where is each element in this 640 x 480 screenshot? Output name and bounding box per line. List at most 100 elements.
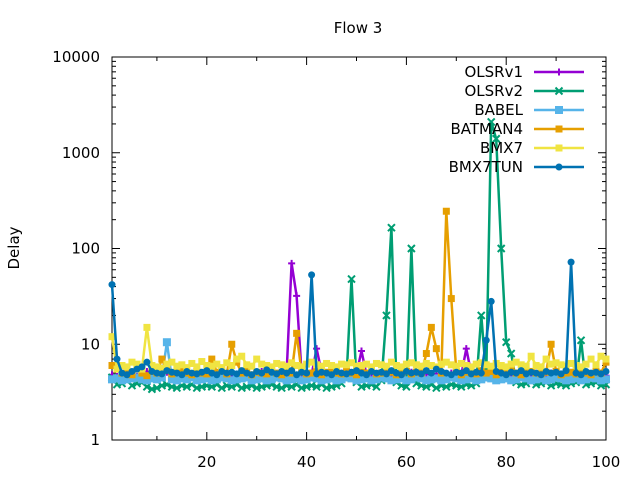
data-point bbox=[467, 363, 475, 371]
data-point bbox=[537, 363, 545, 371]
data-point bbox=[457, 359, 465, 367]
data-point bbox=[502, 363, 510, 371]
data-point bbox=[288, 259, 296, 267]
legend-marker bbox=[555, 163, 563, 171]
data-point bbox=[487, 362, 495, 370]
data-point bbox=[412, 361, 420, 369]
data-point bbox=[427, 323, 435, 331]
data-point bbox=[138, 363, 146, 371]
y-tick-label: 10 bbox=[81, 335, 100, 353]
data-point bbox=[213, 371, 221, 379]
x-tick-label: 80 bbox=[497, 453, 516, 471]
legend-label: BABEL bbox=[474, 101, 523, 119]
data-point bbox=[303, 369, 311, 377]
data-point bbox=[576, 336, 586, 345]
data-point bbox=[442, 358, 450, 366]
data-point bbox=[447, 295, 455, 303]
data-point bbox=[288, 367, 296, 375]
data-point bbox=[587, 355, 595, 363]
data-point bbox=[542, 355, 550, 363]
data-point bbox=[158, 370, 166, 378]
x-tick-label: 60 bbox=[397, 453, 416, 471]
data-point bbox=[372, 359, 380, 367]
data-point bbox=[128, 358, 136, 366]
data-point bbox=[207, 382, 217, 391]
data-point bbox=[407, 359, 415, 367]
data-point bbox=[427, 369, 435, 377]
data-point bbox=[372, 382, 381, 391]
data-point bbox=[143, 372, 151, 380]
data-point bbox=[462, 367, 470, 375]
data-point bbox=[268, 363, 276, 371]
legend-entry: BABEL bbox=[474, 101, 584, 119]
data-point bbox=[323, 359, 331, 367]
y-tick-label: 1 bbox=[90, 431, 100, 449]
data-point bbox=[402, 360, 410, 368]
data-point bbox=[537, 371, 545, 379]
data-point bbox=[492, 134, 501, 143]
legend-marker bbox=[555, 68, 563, 76]
data-point bbox=[118, 361, 126, 369]
data-point bbox=[582, 360, 590, 368]
data-point bbox=[308, 369, 316, 377]
legend-marker bbox=[555, 106, 563, 114]
data-point bbox=[238, 352, 246, 360]
data-point bbox=[362, 371, 370, 379]
data-point bbox=[477, 311, 486, 320]
legend-entry: OLSRv2 bbox=[464, 82, 584, 100]
data-point bbox=[462, 345, 470, 353]
data-point bbox=[477, 359, 485, 367]
data-point bbox=[158, 364, 166, 372]
data-point bbox=[447, 361, 455, 369]
data-point bbox=[293, 292, 301, 300]
data-point bbox=[178, 361, 186, 369]
data-point bbox=[228, 340, 236, 348]
legend-label: BATMAN4 bbox=[450, 120, 523, 138]
data-point bbox=[293, 361, 301, 369]
y-tick-label: 1000 bbox=[62, 144, 100, 162]
data-point bbox=[108, 333, 116, 341]
data-point bbox=[402, 382, 411, 391]
data-point bbox=[288, 359, 296, 367]
data-point bbox=[387, 223, 396, 232]
data-point bbox=[338, 360, 346, 368]
series-bmx7 bbox=[108, 323, 610, 373]
data-point bbox=[497, 361, 505, 369]
data-point bbox=[312, 382, 321, 391]
data-point bbox=[243, 361, 251, 369]
data-point bbox=[577, 367, 585, 375]
data-point bbox=[432, 383, 441, 393]
data-point bbox=[477, 369, 485, 377]
data-point bbox=[328, 371, 336, 379]
x-tick-label: 40 bbox=[297, 453, 316, 471]
data-point bbox=[353, 371, 361, 379]
data-point bbox=[173, 362, 181, 370]
data-point bbox=[407, 244, 416, 253]
data-point bbox=[287, 382, 296, 391]
data-point bbox=[308, 358, 316, 366]
data-point bbox=[308, 271, 316, 279]
data-point bbox=[567, 258, 575, 266]
data-point bbox=[248, 362, 256, 370]
data-point bbox=[123, 363, 131, 371]
data-point bbox=[382, 362, 390, 370]
data-point bbox=[442, 207, 450, 215]
data-point bbox=[527, 352, 535, 360]
data-point bbox=[178, 371, 186, 379]
data-point bbox=[142, 382, 152, 391]
y-axis-label: Delay bbox=[5, 226, 23, 269]
data-point bbox=[328, 361, 336, 369]
series-line bbox=[110, 120, 607, 391]
series-line bbox=[111, 262, 607, 379]
data-point bbox=[198, 358, 206, 366]
chart-title: Flow 3 bbox=[334, 19, 383, 37]
data-point bbox=[273, 359, 281, 367]
data-point bbox=[217, 383, 226, 393]
legend-entry: BMX7TUN bbox=[449, 158, 584, 176]
data-point bbox=[168, 358, 176, 366]
data-point bbox=[318, 362, 326, 370]
data-point bbox=[457, 382, 466, 391]
data-point bbox=[133, 360, 141, 368]
